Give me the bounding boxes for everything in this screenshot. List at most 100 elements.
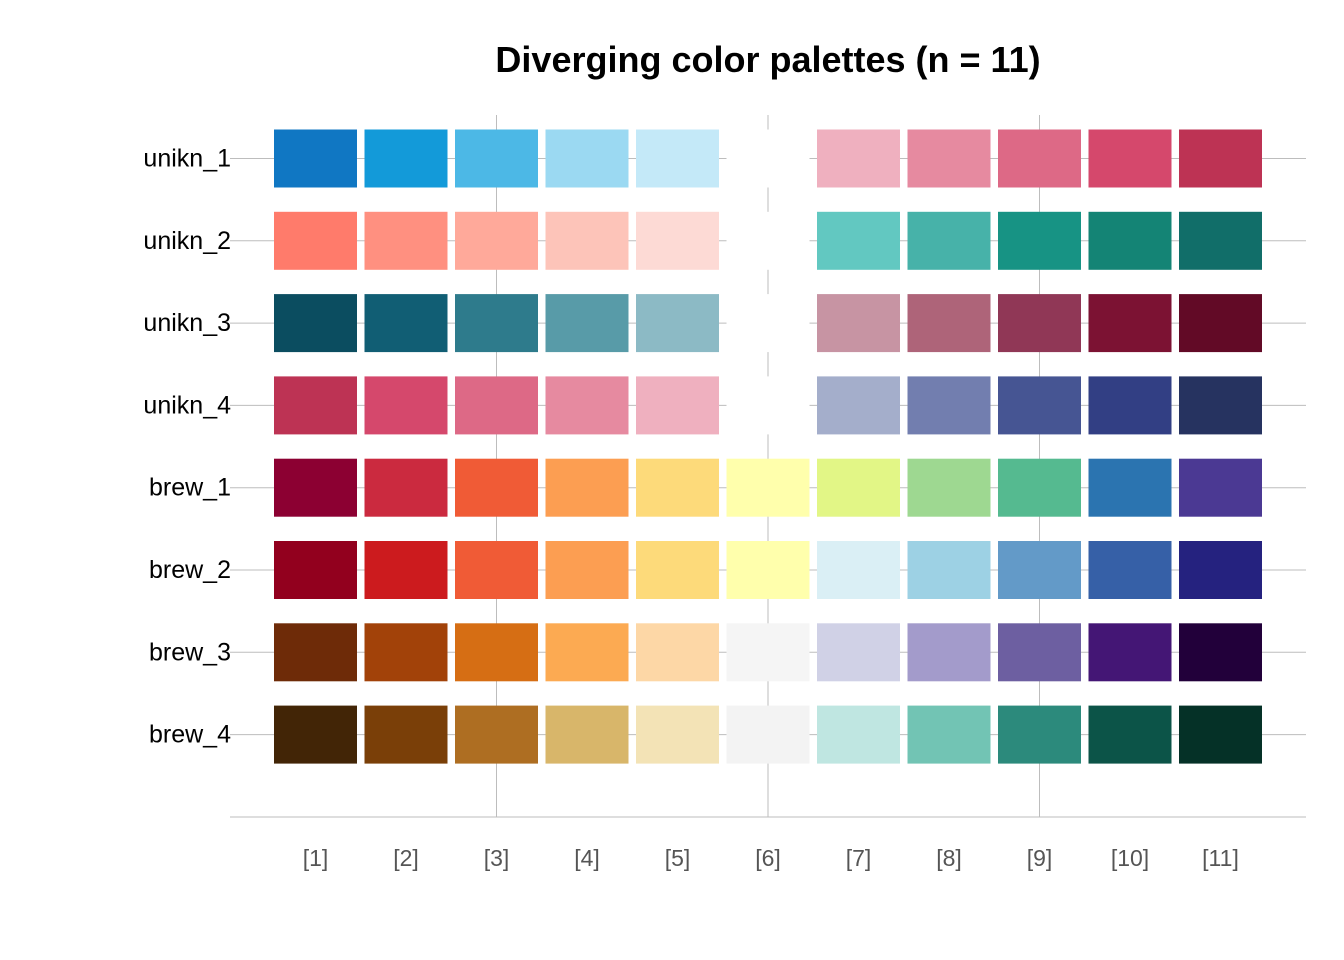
swatch-unikn_2-11: [1179, 211, 1262, 270]
x-tick-labels: [1] [2] [3] [4] [5] [6] [7] [8] [9] [10] [11]: [303, 845, 1239, 871]
chart-title: Diverging color palettes (n = 11): [495, 39, 1040, 80]
swatch-unikn_2-9: [998, 211, 1081, 270]
x-tick-label: [11]: [1202, 845, 1239, 871]
swatch-brew_2-1: [274, 541, 357, 599]
palette-labels: unikn_1 unikn_2 unikn_3 unikn_4 brew_1 brew_2…: [143, 145, 231, 749]
swatch-unikn_4-2: [364, 376, 448, 435]
x-tick-label: [1]: [303, 845, 329, 871]
swatch-brew_1-8: [907, 458, 991, 517]
swatch-brew_4-2: [364, 705, 448, 764]
swatch-brew_2-8: [907, 541, 991, 599]
palette-label: brew_2: [149, 556, 231, 584]
swatch-brew_4-6: [726, 705, 810, 764]
swatch-brew_2-5: [636, 541, 719, 599]
swatch-brew_2-11: [1179, 541, 1262, 599]
palette-label: unikn_4: [143, 391, 231, 419]
swatch-brew_3-10: [1088, 623, 1172, 682]
swatch-unikn_1-2: [364, 129, 448, 188]
swatch-unikn_2-4: [545, 211, 629, 270]
swatch-brew_4-9: [998, 705, 1081, 764]
swatch-unikn_3-2: [364, 294, 448, 353]
swatch-brew_2-4: [545, 541, 629, 599]
swatch-unikn_1-3: [455, 129, 538, 188]
x-tick-label: [3]: [484, 845, 510, 871]
swatch-unikn_3-11: [1179, 294, 1262, 353]
swatch-unikn_4-4: [545, 376, 629, 435]
swatch-brew_1-4: [545, 458, 629, 517]
swatch-unikn_1-11: [1179, 129, 1262, 188]
swatch-unikn_3-9: [998, 294, 1081, 353]
swatch-unikn_2-10: [1088, 211, 1172, 270]
swatch-brew_2-2: [364, 541, 448, 599]
swatch-unikn_3-6: [726, 294, 810, 353]
swatch-brew_4-3: [455, 705, 538, 764]
swatch-brew_4-7: [817, 705, 900, 764]
palette-label: brew_4: [149, 721, 231, 749]
swatch-unikn_1-5: [636, 129, 719, 188]
swatch-unikn_3-8: [907, 294, 991, 353]
swatch-brew_3-2: [364, 623, 448, 682]
swatch-grid: [274, 129, 1262, 764]
x-tick-label: [9]: [1027, 845, 1053, 871]
swatch-brew_2-9: [998, 541, 1081, 599]
swatch-unikn_2-2: [364, 211, 448, 270]
palette-label: unikn_3: [143, 309, 231, 337]
swatch-brew_1-2: [364, 458, 448, 517]
swatch-brew_1-11: [1179, 458, 1262, 517]
x-tick-label: [10]: [1111, 845, 1149, 871]
x-tick-label: [5]: [665, 845, 691, 871]
swatch-brew_3-5: [636, 623, 719, 682]
x-tick-label: [2]: [393, 845, 419, 871]
swatch-brew_2-10: [1088, 541, 1172, 599]
swatch-brew_3-8: [907, 623, 991, 682]
palette-label: unikn_1: [143, 145, 231, 173]
swatch-brew_3-3: [455, 623, 538, 682]
swatch-brew_3-1: [274, 623, 357, 682]
x-tick-label: [4]: [574, 845, 600, 871]
swatch-brew_1-10: [1088, 458, 1172, 517]
swatch-unikn_2-8: [907, 211, 991, 270]
swatch-unikn_2-7: [817, 211, 900, 270]
swatch-unikn_1-8: [907, 129, 991, 188]
swatch-unikn_1-7: [817, 129, 900, 188]
swatch-unikn_4-6: [726, 376, 810, 435]
swatch-unikn_4-10: [1088, 376, 1172, 435]
x-tick-label: [7]: [846, 845, 872, 871]
swatch-unikn_3-10: [1088, 294, 1172, 353]
swatch-unikn_3-5: [636, 294, 719, 353]
swatch-brew_2-3: [455, 541, 538, 599]
swatch-brew_4-5: [636, 705, 719, 764]
swatch-brew_3-7: [817, 623, 900, 682]
swatch-brew_4-8: [907, 705, 991, 764]
x-tick-label: [6]: [755, 845, 781, 871]
palette-label: brew_3: [149, 638, 231, 666]
swatch-brew_1-1: [274, 458, 357, 517]
swatch-brew_3-6: [726, 623, 810, 682]
swatch-brew_4-10: [1088, 705, 1172, 764]
swatch-brew_4-1: [274, 705, 357, 764]
swatch-unikn_4-7: [817, 376, 900, 435]
swatch-unikn_3-1: [274, 294, 357, 353]
swatch-unikn_1-4: [545, 129, 629, 188]
palette-label: unikn_2: [143, 227, 231, 255]
swatch-unikn_3-3: [455, 294, 538, 353]
swatch-unikn_1-1: [274, 129, 357, 188]
swatch-unikn_4-5: [636, 376, 719, 435]
swatch-unikn_2-5: [636, 211, 719, 270]
swatch-brew_3-9: [998, 623, 1081, 682]
swatch-brew_1-7: [817, 458, 900, 517]
swatch-brew_4-11: [1179, 705, 1262, 764]
swatch-brew_3-11: [1179, 623, 1262, 682]
swatch-unikn_1-9: [998, 129, 1081, 188]
swatch-unikn_1-6: [726, 129, 810, 188]
swatch-brew_1-5: [636, 458, 719, 517]
swatch-brew_1-3: [455, 458, 538, 517]
swatch-unikn_2-1: [274, 211, 357, 270]
swatch-unikn_2-3: [455, 211, 538, 270]
swatch-brew_1-9: [998, 458, 1081, 517]
swatch-unikn_4-9: [998, 376, 1081, 435]
swatch-unikn_1-10: [1088, 129, 1172, 188]
x-tick-label: [8]: [936, 845, 962, 871]
swatch-brew_4-4: [545, 705, 629, 764]
